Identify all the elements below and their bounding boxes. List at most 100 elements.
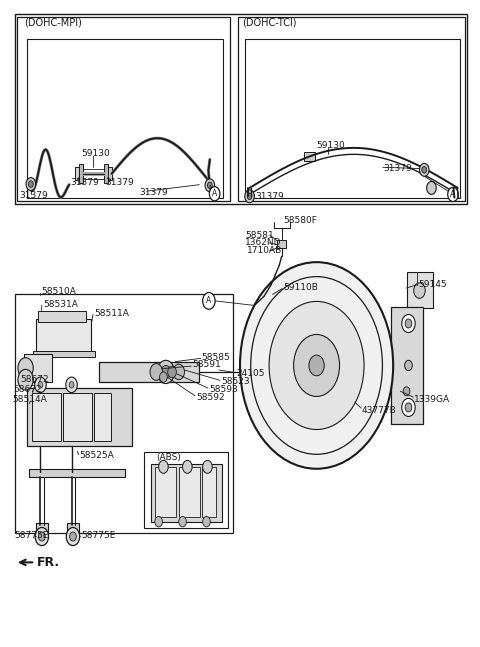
- Bar: [304, 152, 315, 161]
- Circle shape: [38, 532, 45, 541]
- Text: 58775E: 58775E: [81, 531, 116, 540]
- Text: 59130: 59130: [81, 149, 110, 159]
- Text: 58775E: 58775E: [14, 531, 48, 540]
- Text: 59110B: 59110B: [283, 283, 318, 292]
- Text: 31379: 31379: [70, 178, 99, 186]
- Circle shape: [155, 516, 162, 527]
- Circle shape: [403, 387, 410, 396]
- Text: (ABS): (ABS): [157, 453, 181, 462]
- Circle shape: [157, 360, 174, 384]
- Bar: [33, 351, 96, 357]
- Text: 58531A: 58531A: [43, 300, 78, 309]
- Text: 58511A: 58511A: [94, 309, 129, 318]
- Circle shape: [245, 190, 254, 203]
- Bar: [75, 168, 80, 180]
- Text: 58580F: 58580F: [283, 215, 317, 225]
- Bar: [24, 355, 52, 382]
- Text: 58525A: 58525A: [80, 452, 114, 461]
- Circle shape: [402, 399, 415, 417]
- Text: 59145: 59145: [418, 280, 447, 289]
- Bar: [27, 39, 223, 197]
- Bar: [245, 39, 460, 197]
- Circle shape: [35, 527, 48, 545]
- Circle shape: [173, 364, 184, 380]
- Text: 24105: 24105: [236, 369, 264, 378]
- Bar: [99, 362, 199, 382]
- Bar: [155, 467, 176, 517]
- Circle shape: [66, 377, 77, 393]
- Circle shape: [158, 461, 168, 474]
- Circle shape: [405, 403, 412, 412]
- Bar: [17, 17, 230, 201]
- Text: 58523: 58523: [221, 377, 250, 386]
- Circle shape: [18, 369, 33, 390]
- Circle shape: [427, 181, 436, 194]
- Bar: [94, 393, 111, 441]
- Text: 31379: 31379: [255, 192, 284, 201]
- Text: 43777B: 43777B: [362, 406, 397, 415]
- Circle shape: [269, 302, 364, 430]
- Bar: [67, 523, 79, 533]
- Bar: [277, 240, 286, 248]
- Text: A: A: [212, 189, 217, 198]
- Bar: [36, 319, 91, 353]
- Circle shape: [207, 182, 212, 188]
- Circle shape: [414, 283, 425, 298]
- Text: A: A: [206, 296, 212, 305]
- Text: 58514A: 58514A: [12, 395, 48, 404]
- Circle shape: [405, 319, 412, 328]
- Circle shape: [309, 355, 324, 376]
- Circle shape: [294, 334, 339, 397]
- Circle shape: [150, 364, 162, 380]
- Bar: [202, 467, 216, 517]
- Circle shape: [159, 372, 167, 382]
- Bar: [79, 164, 83, 183]
- Text: 58593: 58593: [209, 385, 238, 394]
- Circle shape: [168, 366, 176, 378]
- Circle shape: [179, 516, 186, 527]
- Circle shape: [69, 382, 74, 388]
- Circle shape: [70, 532, 76, 541]
- Text: 58672: 58672: [13, 385, 42, 394]
- Bar: [179, 467, 200, 517]
- Circle shape: [161, 366, 170, 378]
- Circle shape: [28, 181, 33, 187]
- Text: 1339GA: 1339GA: [414, 395, 450, 404]
- Text: 58592: 58592: [196, 393, 225, 402]
- Text: 58581: 58581: [245, 230, 274, 239]
- Bar: [29, 470, 125, 477]
- Bar: [238, 17, 465, 201]
- Circle shape: [182, 461, 192, 474]
- Circle shape: [203, 461, 212, 474]
- Circle shape: [247, 193, 252, 199]
- Bar: [391, 307, 423, 424]
- Text: 31379: 31379: [140, 188, 168, 197]
- Circle shape: [240, 262, 393, 469]
- Text: 1362ND: 1362ND: [245, 238, 281, 247]
- Bar: [108, 168, 112, 180]
- Circle shape: [209, 186, 220, 201]
- Bar: [36, 523, 48, 533]
- Bar: [63, 393, 92, 441]
- Text: 31379: 31379: [19, 191, 48, 200]
- Circle shape: [405, 360, 412, 371]
- Bar: [32, 393, 60, 441]
- Circle shape: [420, 164, 429, 176]
- Text: 1710AB: 1710AB: [247, 246, 282, 255]
- Text: (DOHC-TCI): (DOHC-TCI): [242, 17, 297, 28]
- Circle shape: [38, 382, 43, 388]
- Bar: [407, 272, 433, 308]
- Text: 58672: 58672: [20, 375, 48, 384]
- Bar: [27, 388, 132, 446]
- Text: FR.: FR.: [37, 556, 60, 569]
- Bar: [104, 164, 108, 183]
- Bar: [152, 464, 222, 521]
- Text: A: A: [450, 190, 456, 199]
- Text: (DOHC-MPI): (DOHC-MPI): [24, 17, 82, 28]
- Text: 31379: 31379: [384, 164, 412, 173]
- Text: 59130: 59130: [317, 141, 345, 150]
- Circle shape: [35, 377, 46, 393]
- Bar: [15, 14, 468, 204]
- Text: 58510A: 58510A: [41, 287, 76, 296]
- Text: 58585: 58585: [202, 353, 230, 362]
